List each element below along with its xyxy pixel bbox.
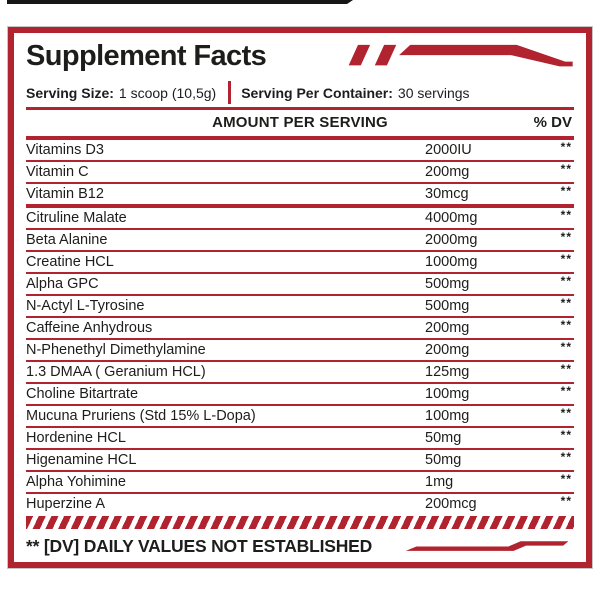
serving-size: Serving Size: 1 scoop (10,5g) bbox=[26, 85, 216, 101]
swoosh-icon bbox=[405, 540, 569, 551]
ingredient-name: Alpha GPC bbox=[26, 276, 99, 292]
ingredient-amount: 1mg bbox=[425, 474, 454, 490]
ingredient-amount: 100mg bbox=[425, 408, 470, 424]
serving-info-row: Serving Size: 1 scoop (10,5g) Serving Per… bbox=[26, 81, 574, 110]
serving-size-value: 1 scoop (10,5g) bbox=[118, 84, 217, 101]
top-accent-bar bbox=[7, 0, 353, 4]
hazard-stripe-band bbox=[26, 516, 574, 529]
ingredient-dv: ** bbox=[560, 340, 572, 354]
serving-container-value: 30 servings bbox=[397, 84, 470, 101]
table-row: Beta Alanine 2000mg ** bbox=[26, 230, 574, 252]
table-row: Choline Bitartrate 100mg ** bbox=[26, 384, 574, 406]
ingredient-name: Beta Alanine bbox=[26, 232, 108, 248]
ingredient-amount: 125mg bbox=[425, 364, 470, 380]
ingredient-amount: 500mg bbox=[425, 298, 470, 314]
ingredient-dv: ** bbox=[560, 162, 572, 176]
ingredient-name: Vitamin C bbox=[26, 164, 89, 180]
ingredient-name: Caffeine Anhydrous bbox=[26, 320, 153, 336]
facts-rows: Vitamins D3 2000IU ** Vitamin C 200mg **… bbox=[26, 140, 574, 515]
serving-container-label: Serving Per Container: bbox=[241, 84, 393, 101]
ingredient-name: Citruline Malate bbox=[26, 210, 127, 226]
ingredient-amount: 500mg bbox=[425, 276, 470, 292]
ingredient-amount: 50mg bbox=[425, 452, 462, 468]
ingredient-name: N-Actyl L-Tyrosine bbox=[26, 298, 145, 314]
table-row: 1.3 DMAA ( Geranium HCL) 125mg ** bbox=[26, 362, 574, 384]
ingredient-amount: 200mg bbox=[425, 164, 470, 180]
ingredient-amount: 200mg bbox=[425, 342, 470, 358]
ingredient-dv: ** bbox=[560, 184, 572, 198]
table-row: N-Phenethyl Dimethylamine 200mg ** bbox=[26, 340, 574, 362]
ingredient-name: Huperzine A bbox=[26, 496, 105, 512]
page-title: Supplement Facts bbox=[26, 40, 267, 72]
ingredient-amount: 100mg bbox=[425, 386, 470, 402]
serving-size-label: Serving Size: bbox=[26, 84, 114, 101]
ingredient-amount: 30mcg bbox=[425, 186, 469, 202]
table-row: Alpha GPC 500mg ** bbox=[26, 274, 574, 296]
ingredient-dv: ** bbox=[560, 406, 572, 420]
table-column-header: AMOUNT PER SERVING % DV bbox=[26, 110, 574, 140]
ingredient-dv: ** bbox=[560, 230, 572, 244]
ingredient-dv: ** bbox=[560, 450, 572, 464]
ingredient-amount: 4000mg bbox=[425, 210, 478, 226]
table-row: Alpha Yohimine 1mg ** bbox=[26, 472, 574, 494]
percent-dv-header: % DV bbox=[533, 114, 572, 131]
table-row: Higenamine HCL 50mg ** bbox=[26, 450, 574, 472]
ingredient-dv: ** bbox=[560, 296, 572, 310]
table-row: Caffeine Anhydrous 200mg ** bbox=[26, 318, 574, 340]
ingredient-dv: ** bbox=[560, 318, 572, 332]
table-row: Vitamin C 200mg ** bbox=[26, 162, 574, 184]
ingredient-amount: 200mg bbox=[425, 320, 470, 336]
ingredient-name: Vitamin B12 bbox=[26, 186, 104, 202]
serving-divider bbox=[228, 81, 232, 104]
ingredient-name: N-Phenethyl Dimethylamine bbox=[26, 342, 206, 358]
table-row: Vitamin B12 30mcg ** bbox=[26, 184, 574, 208]
ingredient-name: Higenamine HCL bbox=[26, 452, 137, 468]
ingredient-name: Vitamins D3 bbox=[26, 142, 104, 158]
table-row: Hordenine HCL 50mg ** bbox=[26, 428, 574, 450]
table-row: Vitamins D3 2000IU ** bbox=[26, 140, 574, 162]
ingredient-dv: ** bbox=[560, 494, 572, 508]
ingredient-name: Choline Bitartrate bbox=[26, 386, 139, 402]
ingredient-dv: ** bbox=[560, 362, 572, 376]
ingredient-dv: ** bbox=[560, 208, 572, 222]
table-row: Creatine HCL 1000mg ** bbox=[26, 252, 574, 274]
table-row: Citruline Malate 4000mg ** bbox=[26, 208, 574, 230]
ingredient-dv: ** bbox=[560, 472, 572, 486]
supplement-facts-panel: Supplement Facts Serving Size: 1 scoop (1… bbox=[8, 27, 592, 568]
ingredient-name: 1.3 DMAA ( Geranium HCL) bbox=[26, 364, 206, 380]
title-row: Supplement Facts bbox=[26, 37, 574, 81]
ingredient-dv: ** bbox=[560, 252, 572, 266]
ingredient-amount: 1000mg bbox=[425, 254, 478, 270]
ingredient-dv: ** bbox=[560, 428, 572, 442]
footer-row: ** [DV] DAILY VALUES NOT ESTABLISHED bbox=[26, 535, 574, 557]
speed-stripes-icon bbox=[348, 44, 573, 67]
table-row: Mucuna Pruriens (Std 15% L-Dopa) 100mg *… bbox=[26, 406, 574, 428]
ingredient-name: Hordenine HCL bbox=[26, 430, 126, 446]
ingredient-amount: 2000mg bbox=[425, 232, 478, 248]
ingredient-dv: ** bbox=[560, 384, 572, 398]
ingredient-amount: 50mg bbox=[425, 430, 462, 446]
table-row: N-Actyl L-Tyrosine 500mg ** bbox=[26, 296, 574, 318]
ingredient-dv: ** bbox=[560, 274, 572, 288]
ingredient-amount: 200mcg bbox=[425, 496, 477, 512]
ingredient-name: Alpha Yohimine bbox=[26, 474, 126, 490]
ingredient-amount: 2000IU bbox=[425, 142, 472, 158]
serving-per-container: Serving Per Container: 30 servings bbox=[241, 85, 469, 101]
amount-per-serving-header: AMOUNT PER SERVING bbox=[212, 114, 388, 131]
ingredient-dv: ** bbox=[560, 140, 572, 154]
ingredient-name: Creatine HCL bbox=[26, 254, 114, 270]
dv-footnote: ** [DV] DAILY VALUES NOT ESTABLISHED bbox=[26, 535, 373, 556]
ingredient-name: Mucuna Pruriens (Std 15% L-Dopa) bbox=[26, 408, 256, 424]
table-row: Huperzine A 200mcg ** bbox=[26, 494, 574, 515]
